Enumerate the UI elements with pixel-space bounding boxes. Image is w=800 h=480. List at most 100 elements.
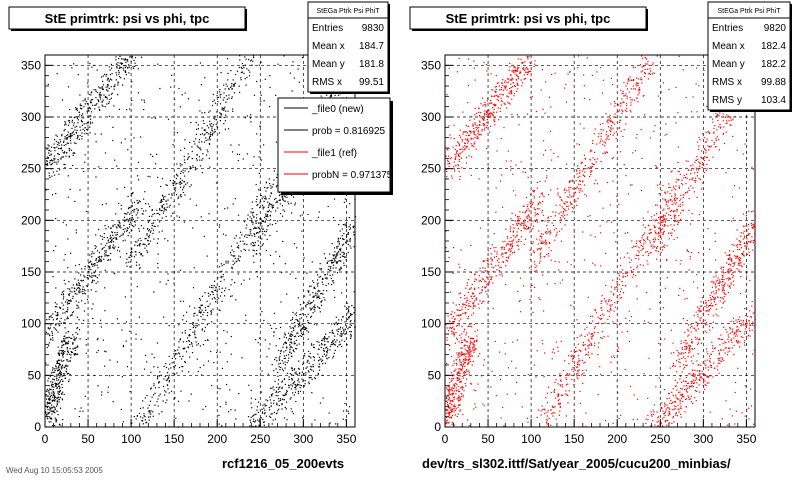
- scatter-point: [256, 232, 258, 234]
- scatter-point: [224, 295, 226, 297]
- scatter-point: [58, 367, 60, 369]
- scatter-point: [252, 60, 254, 62]
- scatter-point: [559, 196, 561, 198]
- scatter-point: [55, 385, 57, 387]
- scatter-point: [703, 159, 706, 162]
- scatter-point: [485, 104, 487, 106]
- scatter-point: [112, 224, 114, 226]
- scatter-point: [290, 384, 292, 386]
- scatter-point: [510, 93, 512, 95]
- scatter-point: [233, 251, 235, 253]
- x-tick-label: 150: [164, 432, 184, 446]
- scatter-point: [66, 348, 68, 350]
- scatter-point: [498, 270, 500, 272]
- scatter-point: [291, 333, 293, 336]
- scatter-point: [292, 326, 294, 329]
- scatter-point: [713, 131, 715, 133]
- scatter-point: [509, 91, 511, 93]
- scatter-point: [161, 217, 163, 219]
- scatter-point: [681, 182, 683, 184]
- scatter-point: [188, 335, 190, 337]
- scatter-point: [448, 165, 450, 167]
- scatter-point: [180, 149, 182, 151]
- scatter-point: [305, 305, 307, 307]
- scatter-point: [244, 64, 246, 66]
- scatter-point: [102, 87, 104, 89]
- scatter-point: [249, 425, 251, 427]
- scatter-point: [452, 146, 454, 148]
- scatter-point: [338, 269, 340, 271]
- scatter-point: [611, 120, 613, 122]
- scatter-point: [277, 371, 279, 374]
- scatter-point: [179, 195, 181, 197]
- scatter-point: [284, 334, 286, 336]
- scatter-point: [62, 304, 65, 306]
- scatter-point: [282, 394, 284, 396]
- scatter-point: [701, 161, 703, 164]
- scatter-point: [88, 269, 90, 271]
- scatter-point: [293, 343, 295, 345]
- scatter-point: [673, 210, 675, 212]
- scatter-point: [269, 387, 272, 389]
- scatter-point: [303, 362, 305, 365]
- scatter-point: [678, 215, 680, 217]
- scatter-point: [158, 231, 160, 233]
- scatter-point: [340, 248, 342, 250]
- scatter-point: [451, 177, 453, 179]
- scatter-point: [188, 400, 190, 402]
- scatter-point: [58, 393, 60, 396]
- scatter-point: [286, 390, 288, 392]
- scatter-point: [317, 289, 319, 292]
- scatter-point: [134, 65, 136, 67]
- scatter-point: [49, 160, 51, 162]
- scatter-point: [48, 345, 50, 347]
- scatter-point: [114, 246, 116, 248]
- scatter-point: [527, 217, 529, 220]
- scatter-point: [353, 312, 355, 314]
- scatter-point: [151, 353, 153, 355]
- scatter-point: [254, 244, 256, 246]
- scatter-point: [448, 155, 450, 157]
- scatter-point: [59, 396, 62, 399]
- scatter-point: [513, 92, 515, 95]
- scatter-point: [59, 320, 61, 322]
- scatter-point: [599, 140, 602, 142]
- scatter-point: [67, 238, 69, 240]
- scatter-point: [324, 274, 326, 276]
- scatter-point: [479, 279, 481, 281]
- scatter-point: [62, 353, 64, 355]
- scatter-point: [195, 168, 197, 170]
- scatter-point: [122, 344, 124, 347]
- scatter-point: [71, 312, 74, 314]
- scatter-point: [339, 341, 341, 343]
- scatter-point: [219, 91, 221, 93]
- scatter-point: [61, 393, 63, 395]
- scatter-point: [161, 206, 163, 208]
- scatter-point: [304, 353, 306, 355]
- scatter-point: [108, 66, 110, 68]
- scatter-point: [579, 180, 581, 182]
- scatter-point: [316, 341, 318, 343]
- scatter-point: [98, 100, 100, 103]
- scatter-point: [231, 97, 233, 100]
- scatter-point: [233, 92, 235, 94]
- scatter-point: [79, 410, 81, 412]
- scatter-point: [176, 132, 178, 134]
- scatter-point: [622, 102, 624, 104]
- scatter-point: [487, 112, 489, 114]
- scatter-point: [234, 262, 236, 264]
- scatter-point: [548, 247, 550, 249]
- scatter-point: [630, 102, 632, 104]
- scatter-point: [110, 86, 112, 88]
- scatter-point: [189, 328, 191, 331]
- scatter-point: [244, 249, 246, 251]
- scatter-point: [66, 303, 69, 305]
- scatter-point: [70, 135, 72, 137]
- scatter-point: [672, 210, 674, 212]
- scatter-point: [313, 305, 315, 308]
- scatter-point: [342, 243, 345, 245]
- scatter-point: [56, 379, 58, 381]
- scatter-point: [143, 227, 145, 229]
- scatter-point: [691, 179, 693, 181]
- scatter-point: [479, 133, 481, 135]
